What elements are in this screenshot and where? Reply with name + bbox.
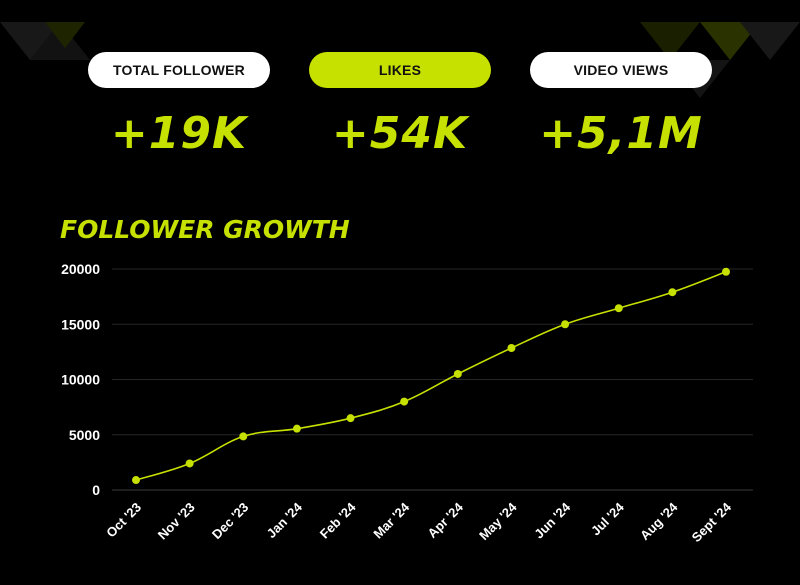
y-tick-label: 20000 bbox=[61, 261, 100, 277]
x-tick-label: Nov '23 bbox=[155, 500, 198, 543]
y-tick-label: 10000 bbox=[61, 372, 100, 388]
data-point bbox=[185, 459, 194, 468]
y-tick-label: 15000 bbox=[61, 316, 100, 332]
data-point bbox=[614, 304, 623, 313]
data-point bbox=[668, 288, 677, 297]
likes-value: +54K bbox=[331, 108, 469, 159]
video-views-value: +5,1M bbox=[539, 108, 703, 159]
total-follower-pill: TOTAL FOLLOWER bbox=[88, 52, 270, 88]
x-tick-label: Jul '24 bbox=[588, 499, 627, 538]
y-tick-label: 5000 bbox=[69, 427, 100, 443]
x-tick-label: Mar '24 bbox=[370, 499, 412, 541]
data-point bbox=[507, 344, 516, 353]
data-point bbox=[453, 369, 462, 378]
series-line bbox=[135, 271, 727, 481]
y-tick-label: 0 bbox=[92, 482, 100, 498]
data-point bbox=[400, 397, 409, 406]
data-point bbox=[346, 414, 355, 423]
x-tick-label: May '24 bbox=[476, 499, 520, 543]
data-point bbox=[722, 267, 730, 276]
data-point bbox=[561, 320, 570, 329]
x-tick-label: Dec '23 bbox=[209, 500, 251, 542]
x-tick-label: Apr '24 bbox=[425, 499, 467, 541]
total-follower-value: +19K bbox=[110, 108, 248, 159]
x-tick-label: Jun '24 bbox=[531, 499, 573, 541]
data-point bbox=[132, 476, 140, 485]
chart-title: FOLLOWER GROWTH bbox=[60, 215, 350, 244]
x-tick-label: Sept '24 bbox=[689, 499, 735, 545]
follower-growth-chart: 0 5000 10000 15000 20000 Oct '23 Nov '23 Dec '2… bbox=[61, 261, 753, 545]
x-tick-label: Aug '24 bbox=[637, 499, 681, 543]
x-tick-label: Feb '24 bbox=[317, 499, 359, 541]
data-point bbox=[292, 424, 301, 433]
video-views-pill: VIDEO VIEWS bbox=[530, 52, 712, 88]
likes-pill: LIKES bbox=[309, 52, 491, 88]
x-tick-label: Jan '24 bbox=[264, 499, 306, 541]
data-point bbox=[239, 432, 248, 441]
x-tick-label: Oct '23 bbox=[103, 500, 144, 541]
